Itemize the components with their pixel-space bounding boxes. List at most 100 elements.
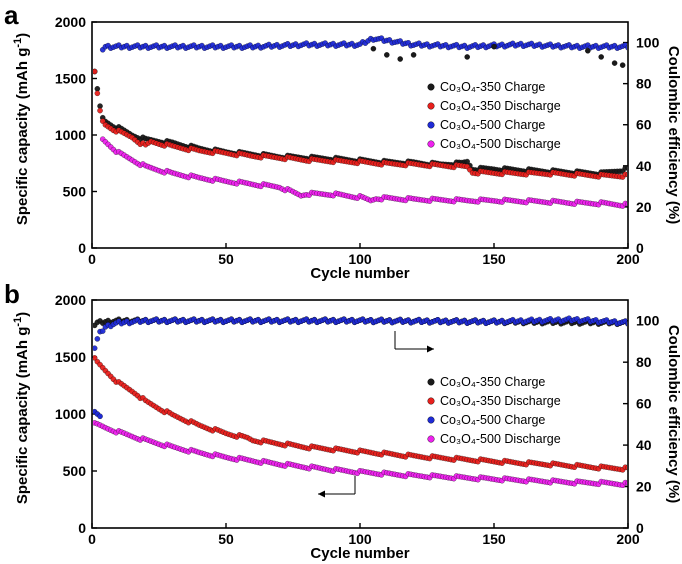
x-tick-label: 100 bbox=[348, 251, 372, 267]
y-tick-label: 2000 bbox=[55, 14, 86, 30]
data-point bbox=[410, 52, 417, 58]
legend-entry: Co₃O₄-350 Discharge bbox=[440, 394, 561, 408]
legend-entry: Co₃O₄-350 Charge bbox=[440, 375, 545, 389]
y2-tick-label: 20 bbox=[636, 199, 652, 215]
data-point bbox=[99, 118, 106, 124]
y2-axis-title: Coulombic efficiency (%) bbox=[665, 325, 682, 503]
y2-tick-label: 100 bbox=[636, 313, 660, 329]
series-co3o4-500-charge-capacity-start bbox=[93, 408, 103, 420]
data-point bbox=[625, 201, 627, 207]
legend-marker bbox=[427, 397, 435, 405]
series-co3o4-350-discharge bbox=[93, 355, 627, 473]
data-point bbox=[491, 43, 497, 50]
data-point bbox=[97, 413, 103, 420]
data-point bbox=[94, 90, 101, 97]
legend-marker bbox=[427, 140, 435, 148]
y2-tick-label: 0 bbox=[636, 520, 644, 536]
x-tick-label: 50 bbox=[218, 531, 234, 547]
data-point bbox=[99, 328, 106, 334]
data-layer bbox=[93, 35, 627, 209]
data-layer bbox=[93, 315, 627, 488]
x-tick-label: 200 bbox=[616, 531, 640, 547]
axis-indicator-arrow bbox=[394, 331, 434, 353]
y-tick-label: 1500 bbox=[55, 71, 86, 87]
y2-tick-label: 0 bbox=[636, 240, 644, 256]
data-point bbox=[625, 321, 627, 327]
y2-tick-label: 60 bbox=[636, 117, 652, 133]
x-axis-title: Cycle number bbox=[310, 265, 409, 282]
data-point bbox=[625, 45, 627, 51]
y-tick-label: 0 bbox=[78, 240, 86, 256]
series-co3o4-500-charge bbox=[93, 315, 627, 351]
x-tick-label: 0 bbox=[88, 531, 96, 547]
y-axis-title: Specific capacity (mAh g-1) bbox=[12, 33, 31, 225]
y-tick-label: 0 bbox=[78, 520, 86, 536]
y-axis-title: Specific capacity (mAh g-1) bbox=[12, 312, 31, 504]
legend-entry: Co₃O₄-500 Discharge bbox=[440, 137, 561, 151]
series-co3o4-350-charge-efficiency-points bbox=[370, 43, 626, 68]
data-point bbox=[397, 56, 403, 62]
data-point bbox=[93, 68, 98, 75]
y-tick-label: 1000 bbox=[55, 406, 86, 422]
data-point bbox=[97, 107, 103, 114]
data-point bbox=[622, 42, 627, 48]
legend-marker bbox=[427, 416, 435, 424]
series-co3o4-500-discharge bbox=[99, 136, 627, 209]
data-point bbox=[625, 172, 627, 178]
data-point bbox=[464, 54, 470, 60]
y2-tick-label: 80 bbox=[636, 354, 652, 370]
legend-entry: Co₃O₄-350 Discharge bbox=[440, 99, 561, 113]
x-tick-label: 200 bbox=[616, 251, 640, 267]
y-tick-label: 2000 bbox=[55, 292, 86, 308]
y2-tick-label: 40 bbox=[636, 158, 652, 174]
y2-tick-label: 20 bbox=[636, 479, 652, 495]
legend-entry: Co₃O₄-350 Charge bbox=[440, 80, 545, 94]
series-co3o4-500-discharge bbox=[93, 420, 627, 488]
data-point bbox=[625, 480, 627, 486]
data-point bbox=[598, 54, 604, 60]
data-point bbox=[611, 60, 618, 66]
panel-letter: a bbox=[4, 0, 19, 30]
y-tick-label: 1500 bbox=[55, 349, 86, 365]
legend-marker bbox=[427, 121, 435, 129]
x-tick-label: 0 bbox=[88, 251, 96, 267]
legend: Co₃O₄-350 Charge Co₃O₄-350 Discharge Co₃O₄… bbox=[427, 80, 561, 151]
legend-entry: Co₃O₄-500 Charge bbox=[440, 118, 545, 132]
legend-entry: Co₃O₄-500 Charge bbox=[440, 413, 545, 427]
legend: Co₃O₄-350 Charge Co₃O₄-350 Discharge Co₃O₄… bbox=[427, 375, 561, 446]
y2-tick-label: 40 bbox=[636, 437, 652, 453]
data-point bbox=[94, 336, 101, 342]
data-point bbox=[93, 345, 98, 351]
series-co3o4-500-charge bbox=[99, 35, 627, 53]
y2-tick-label: 60 bbox=[636, 396, 652, 412]
data-point bbox=[384, 52, 390, 58]
data-point bbox=[625, 465, 627, 471]
axis-indicator-arrow bbox=[318, 476, 356, 498]
y-tick-label: 500 bbox=[63, 184, 87, 200]
panel-letter: b bbox=[4, 279, 20, 309]
data-point bbox=[585, 48, 591, 54]
y-tick-label: 1000 bbox=[55, 127, 86, 143]
data-point bbox=[625, 165, 627, 171]
x-tick-label: 150 bbox=[482, 531, 506, 547]
legend-marker bbox=[427, 102, 435, 110]
x-tick-label: 100 bbox=[348, 531, 372, 547]
chart-panel-b: b0 50 100 150 200050010001500200002040608010… bbox=[4, 279, 682, 562]
data-point bbox=[370, 45, 377, 52]
x-tick-label: 50 bbox=[218, 251, 234, 267]
plot-frame bbox=[91, 21, 629, 249]
x-axis-title: Cycle number bbox=[310, 545, 409, 562]
y-tick-label: 500 bbox=[63, 463, 87, 479]
y2-tick-label: 80 bbox=[636, 76, 652, 92]
legend-marker bbox=[427, 435, 435, 443]
x-tick-label: 150 bbox=[482, 251, 506, 267]
legend-marker bbox=[427, 83, 435, 91]
y2-axis-title: Coulombic efficiency (%) bbox=[665, 46, 682, 224]
y2-tick-label: 100 bbox=[636, 35, 660, 51]
series-co3o4-350-discharge bbox=[93, 68, 627, 180]
chart-panel-a: a0 50 100 150 200050010001500200002040608010… bbox=[4, 0, 682, 282]
legend-marker bbox=[427, 378, 435, 386]
legend-entry: Co₃O₄-500 Discharge bbox=[440, 432, 561, 446]
data-point bbox=[619, 62, 626, 68]
